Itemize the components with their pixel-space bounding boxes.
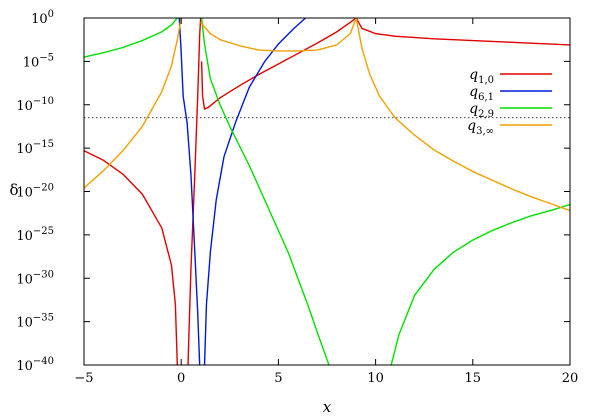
legend-label: q1,0 xyxy=(469,67,494,86)
y-tick-label: 10−40 xyxy=(16,356,54,374)
x-tick-label: −5 xyxy=(74,371,93,386)
y-tick-mantissa: 10 xyxy=(16,272,33,287)
plot-frame xyxy=(83,17,571,366)
y-tick-exponent: 0 xyxy=(48,9,54,20)
series-line-q10 xyxy=(187,18,202,365)
y-axis-title: δ xyxy=(9,181,18,199)
y-tick-label: 100 xyxy=(31,9,54,27)
legend-label-sub: 6,1 xyxy=(478,92,494,103)
y-tick-label: 10−10 xyxy=(16,96,54,114)
y-tick-label: 10−5 xyxy=(23,52,54,70)
y-tick-label: 10−25 xyxy=(16,226,54,244)
series-line-q61 xyxy=(203,18,307,365)
legend-label-name: q xyxy=(469,101,478,117)
y-tick-label: 10−35 xyxy=(16,313,54,331)
x-tick-label: 5 xyxy=(274,371,282,386)
y-tick-exponent: −5 xyxy=(39,52,54,63)
x-axis-title: x xyxy=(323,398,332,416)
legend-label-name: q xyxy=(469,67,478,83)
series-line-q29 xyxy=(84,18,178,58)
y-tick-label: 10−20 xyxy=(16,183,54,201)
y-tick-mantissa: 10 xyxy=(16,99,33,114)
x-tick-label: 20 xyxy=(562,371,579,386)
y-tick-exponent: −25 xyxy=(33,226,54,237)
y-tick-mantissa: 10 xyxy=(16,229,33,244)
y-tick-exponent: −30 xyxy=(33,269,54,280)
series-line-q3 xyxy=(355,18,570,212)
y-tick-label: 10−30 xyxy=(16,269,54,287)
legend-label: q2,9 xyxy=(469,101,494,120)
series-line-q10 xyxy=(200,18,570,110)
x-tick-label: 10 xyxy=(367,371,384,386)
x-tick-label: 15 xyxy=(465,371,482,386)
y-tick-mantissa: 10 xyxy=(16,142,33,157)
series-line-q29 xyxy=(390,203,570,365)
series-line-q10 xyxy=(84,150,179,365)
y-tick-mantissa: 10 xyxy=(16,316,33,331)
y-tick-mantissa: 10 xyxy=(23,55,40,70)
legend-label: q3,∞ xyxy=(467,118,494,137)
legend-label-sub: 3,∞ xyxy=(476,126,494,137)
y-tick-mantissa: 10 xyxy=(16,186,33,201)
legend-label-name: q xyxy=(469,84,478,100)
y-tick-exponent: −20 xyxy=(33,183,54,194)
series-line-q61 xyxy=(178,18,201,365)
y-tick-label: 10−15 xyxy=(16,139,54,157)
series-line-q3 xyxy=(84,18,182,189)
y-tick-exponent: −40 xyxy=(33,356,54,367)
y-tick-exponent: −10 xyxy=(33,96,54,107)
legend-label: q6,1 xyxy=(469,84,494,103)
legend: q1,0q6,1q2,9q3,∞ xyxy=(467,67,552,137)
y-tick-mantissa: 10 xyxy=(31,12,48,27)
y-tick-mantissa: 10 xyxy=(16,359,33,374)
series-line-q29 xyxy=(200,18,330,365)
legend-label-sub: 2,9 xyxy=(478,109,494,120)
y-tick-exponent: −15 xyxy=(33,139,54,150)
series-line-q3 xyxy=(200,18,357,52)
legend-label-name: q xyxy=(467,118,476,134)
y-tick-exponent: −35 xyxy=(33,313,54,324)
legend-label-sub: 1,0 xyxy=(478,75,494,86)
x-tick-label: 0 xyxy=(177,371,185,386)
